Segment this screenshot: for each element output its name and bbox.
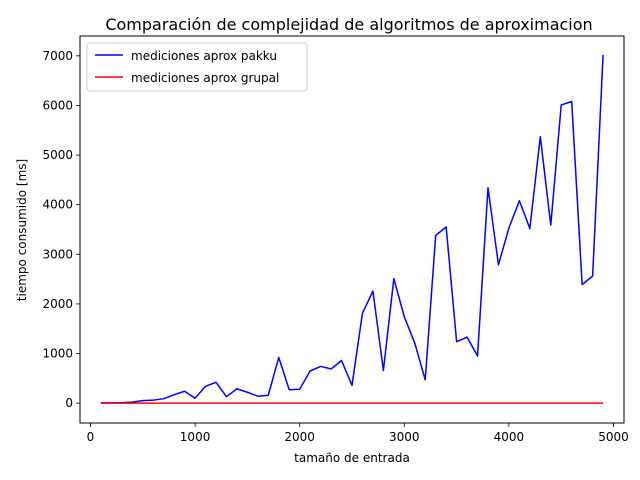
x-tick-label: 2000 — [284, 430, 315, 444]
y-tick-label: 2000 — [42, 297, 73, 311]
y-axis-label: tiempo consumido [ms] — [15, 159, 29, 301]
x-tick-label: 4000 — [494, 430, 525, 444]
legend-label-pakku: mediciones aprox pakku — [131, 49, 277, 63]
series-layer — [100, 54, 604, 404]
y-tick-label: 1000 — [42, 347, 73, 361]
legend: mediciones aprox pakku mediciones aprox … — [86, 42, 308, 92]
legend-box — [86, 42, 308, 92]
y-axis-ticks: 0 1000 2000 3000 4000 5000 6000 7000 — [42, 49, 80, 410]
y-tick-label: 5000 — [42, 148, 73, 162]
legend-label-grupal: mediciones aprox grupal — [131, 71, 279, 85]
x-tick-label: 5000 — [598, 430, 629, 444]
x-tick-label: 1000 — [180, 430, 211, 444]
y-tick-label: 4000 — [42, 198, 73, 212]
plot-area-frame — [79, 35, 625, 424]
x-axis-ticks: 0 1000 2000 3000 4000 5000 — [87, 423, 629, 444]
x-axis-label: tamaño de entrada — [294, 451, 410, 465]
y-tick-label: 6000 — [42, 98, 73, 112]
series-line-0 — [100, 54, 604, 404]
y-tick-label: 7000 — [42, 49, 73, 63]
x-tick-label: 3000 — [389, 430, 420, 444]
chart-title: Comparación de complejidad de algoritmos… — [105, 15, 592, 34]
y-tick-label: 0 — [65, 396, 73, 410]
y-tick-label: 3000 — [42, 247, 73, 261]
x-tick-label: 0 — [87, 430, 95, 444]
